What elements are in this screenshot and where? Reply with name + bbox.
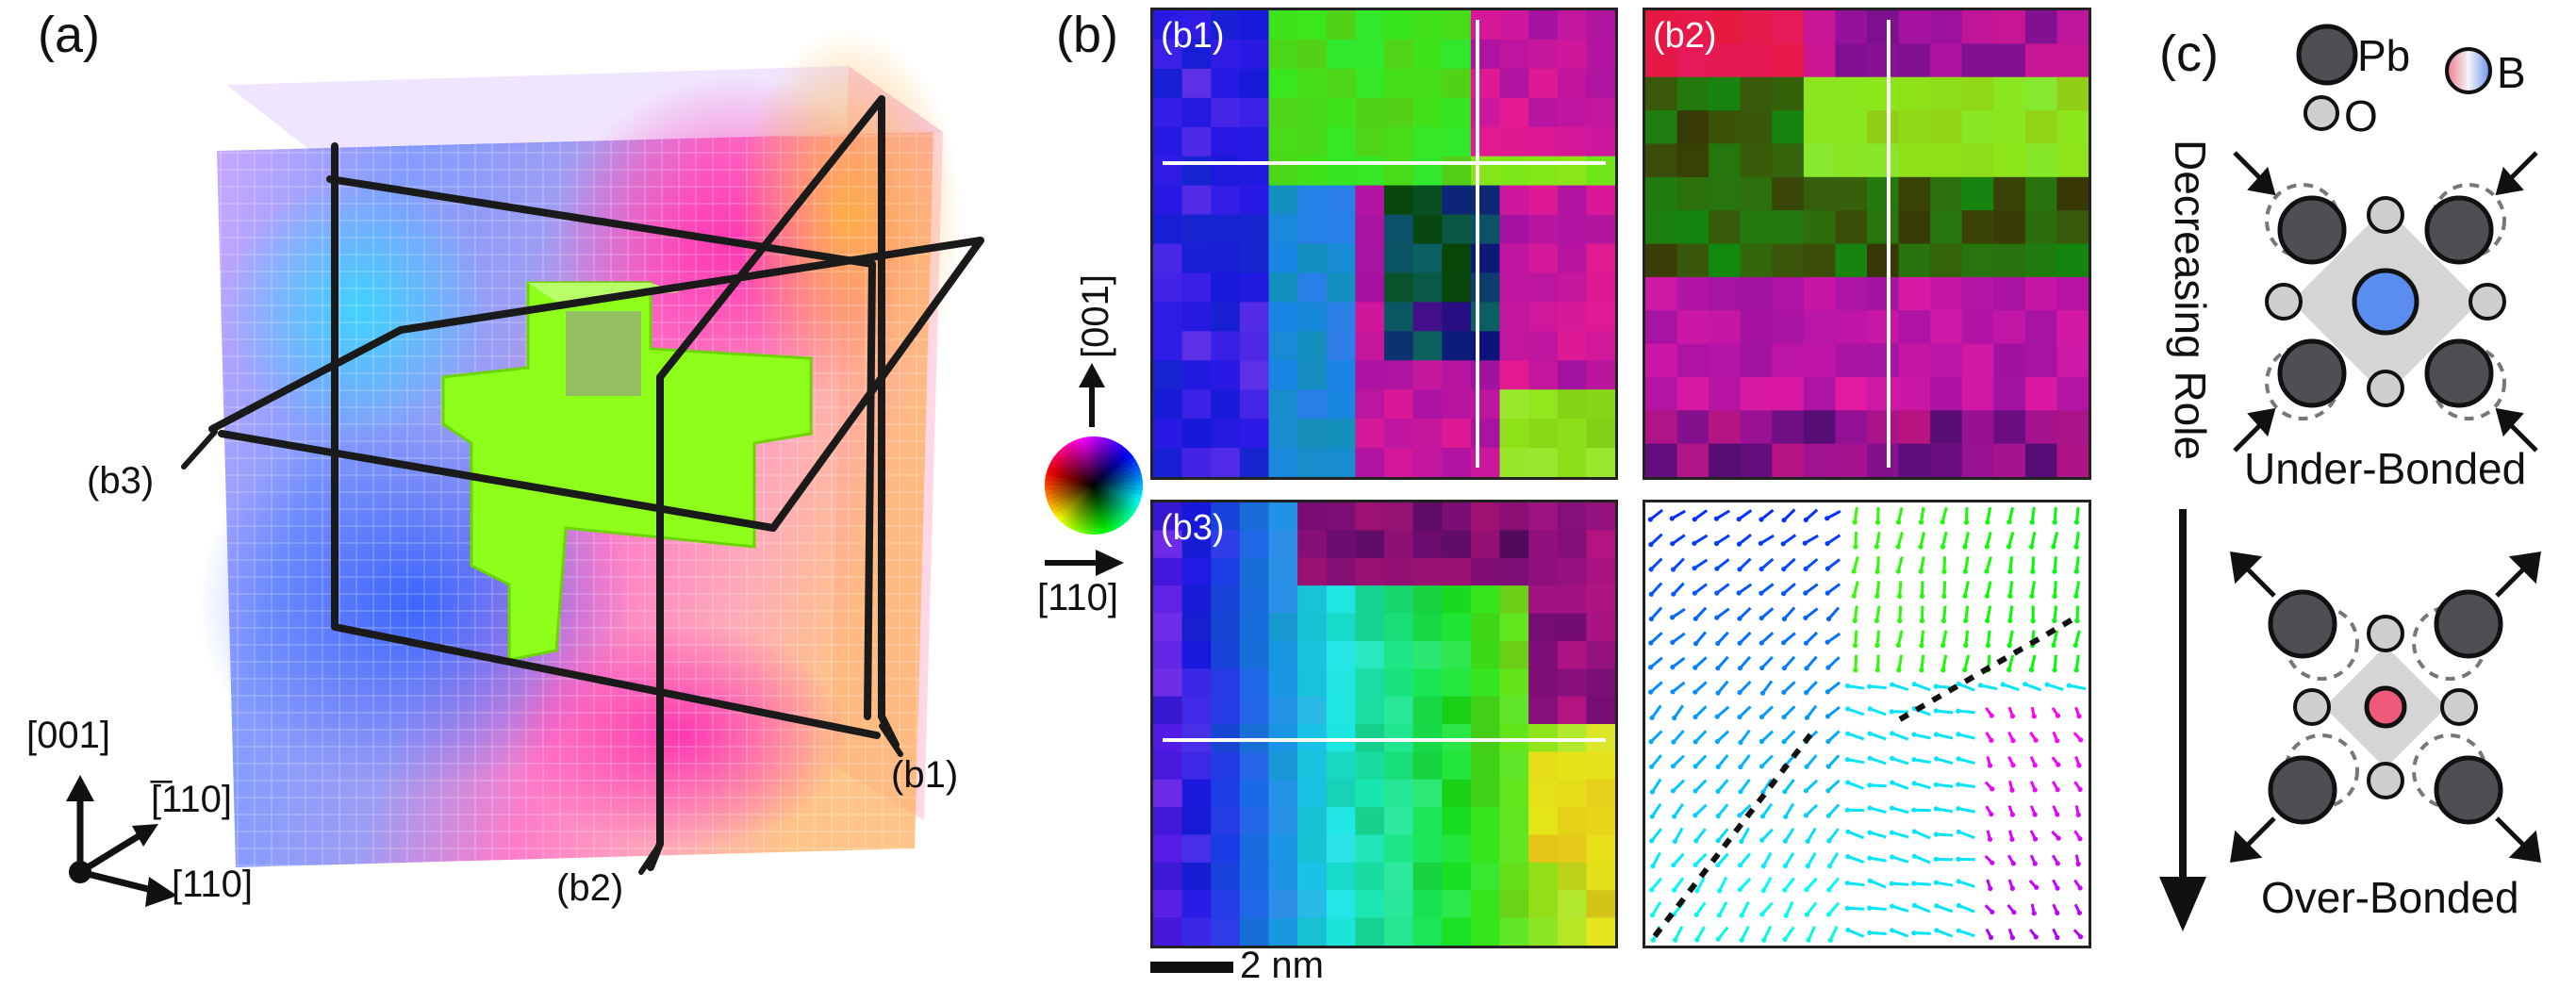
color-wheel-legend [1044,436,1144,535]
over-bonded-unit [2230,552,2541,863]
map-b1: (b1) [1150,8,1618,480]
plane-label-b2: (b2) [556,867,624,909]
axis-label-minus110: [̅110] [151,779,232,820]
legend-pb: Pb [2357,31,2411,80]
arrow-right-icon [1045,550,1124,576]
legend-b: B [2497,48,2526,97]
panel-a-3d-volume [181,28,984,875]
b3-horizontal-cut [1163,738,1606,742]
under-bonded-label: Under-Bonded [2244,444,2527,493]
b2-vertical-cut [1887,20,1891,468]
cut-plane-frames [208,95,984,871]
decreasing-role-arrow [2159,509,2206,931]
over-bonded-label: Over-Bonded [2261,873,2519,922]
axis-up-label: [001] [1075,274,1116,358]
axes-triad [66,775,177,907]
b1-label: (b1) [1161,16,1225,56]
b1-vertical-cut [1476,20,1479,468]
b1-horizontal-cut [1163,161,1606,165]
plane-label-b3: (b3) [87,460,155,502]
under-bonded-unit [2233,151,2538,453]
panel-c-label: (c) [2159,25,2219,82]
b3-label: (b3) [1161,508,1225,548]
vector-field-map [1643,500,2091,948]
axis-right-label: [110] [1037,577,1118,618]
axis-label-110: [110] [172,864,253,905]
plane-label-b1: (b1) [891,754,959,796]
decreasing-role-label: Decreasing Role [2166,140,2215,461]
panel-a-label: (a) [38,7,100,63]
map-b2: (b2) [1643,8,2091,480]
arrow-up-icon [1079,363,1105,427]
legend-o: O [2344,91,2378,140]
b2-label: (b2) [1653,16,1717,56]
axis-label-001: [001] [26,715,110,756]
panel-b-label: (b) [1056,7,1118,63]
polar-inclusion-shape [441,281,813,662]
scale-bar [1150,962,1233,973]
scale-bar-label: 2 nm [1240,945,1324,986]
map-b3: (b3) [1150,500,1618,948]
panel-c-legend-atoms [2296,24,2492,131]
